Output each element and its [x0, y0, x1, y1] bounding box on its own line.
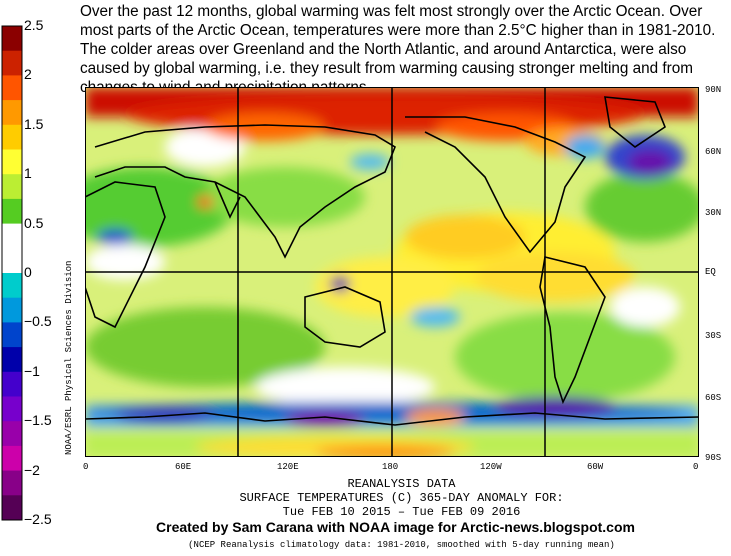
- lon-label: 120W: [480, 462, 502, 472]
- created-by: Created by Sam Carana with NOAA image fo…: [156, 519, 635, 535]
- scale-swatch: [2, 421, 22, 447]
- footer-line-3: Tue FEB 10 2015 – Tue FEB 09 2016: [282, 505, 521, 519]
- scale-label: −2.5: [24, 511, 52, 527]
- scale-swatch: [2, 347, 22, 373]
- scale-swatch: [2, 297, 22, 323]
- scale-swatch: [2, 198, 22, 225]
- lat-label: 60S: [705, 393, 722, 403]
- lon-label: 60W: [587, 462, 604, 472]
- scale-label: 2.5: [24, 17, 44, 33]
- scale-label: 0.5: [24, 214, 44, 231]
- footer-line-2: SURFACE TEMPERATURES (C) 365-DAY ANOMALY…: [239, 491, 564, 505]
- lat-label: 90S: [705, 453, 722, 463]
- scale-border: [1, 25, 23, 521]
- lat-label: 30N: [705, 208, 722, 218]
- scale-swatch: [2, 75, 22, 101]
- scale-swatch: [2, 371, 22, 397]
- scale-swatch: [2, 124, 22, 150]
- lon-label: 120E: [277, 462, 299, 472]
- scale-swatch: [2, 273, 22, 299]
- side-credit: NOAA/ESRL Physical Sciences Division: [64, 261, 84, 465]
- lon-label: 0: [83, 462, 89, 472]
- climatology-note: (NCEP Reanalysis climatology data: 1981-…: [188, 540, 615, 550]
- footer-line-1: REANALYSIS DATA: [347, 477, 456, 491]
- lat-label: EQ: [705, 267, 716, 277]
- anomaly-field: [85, 87, 699, 457]
- scale-label: 1: [24, 165, 32, 182]
- scale-label: −0.5: [24, 313, 52, 330]
- headline-text: Over the past 12 months, global warming …: [80, 3, 716, 96]
- scale-swatch: [2, 470, 22, 496]
- lat-label: 90N: [705, 85, 722, 95]
- anomaly-map: [85, 87, 699, 457]
- map-border: [85, 87, 699, 457]
- scale-swatch: [2, 445, 22, 472]
- scale-label: −1.5: [24, 412, 52, 429]
- lon-label: 180: [382, 462, 399, 472]
- scale-swatch: [2, 174, 22, 200]
- scale-swatch: [2, 322, 22, 348]
- scale-swatch: [2, 396, 22, 422]
- lon-label: 60E: [175, 462, 192, 472]
- map-grid: [85, 87, 699, 457]
- scale-swatch: [2, 149, 22, 175]
- scale-label: 1.5: [24, 115, 44, 132]
- color-scale-legend: 2.5 2 1.5 1 0.5 0 −0.5 −1 −1.5 −2 −2.5: [0, 17, 62, 530]
- color-scale-bar: [1, 25, 23, 521]
- scale-swatch: [2, 26, 22, 52]
- scale-swatch: [2, 495, 22, 521]
- scale-swatch: [2, 100, 22, 126]
- scale-swatch: [2, 248, 22, 274]
- lon-label: 0: [693, 462, 699, 472]
- anomaly-map-canvas: [85, 87, 699, 457]
- lat-label: 60N: [705, 147, 722, 157]
- scale-label: 2: [24, 66, 32, 83]
- scale-label: 0: [24, 264, 32, 280]
- side-credit-text: NOAA/ESRL Physical Sciences Division: [64, 260, 74, 455]
- scale-swatch: [2, 50, 22, 76]
- scale-label: −2: [24, 461, 40, 478]
- scale-label: −1: [24, 362, 40, 379]
- scale-swatch: [2, 223, 22, 249]
- lat-label: 30S: [705, 331, 722, 341]
